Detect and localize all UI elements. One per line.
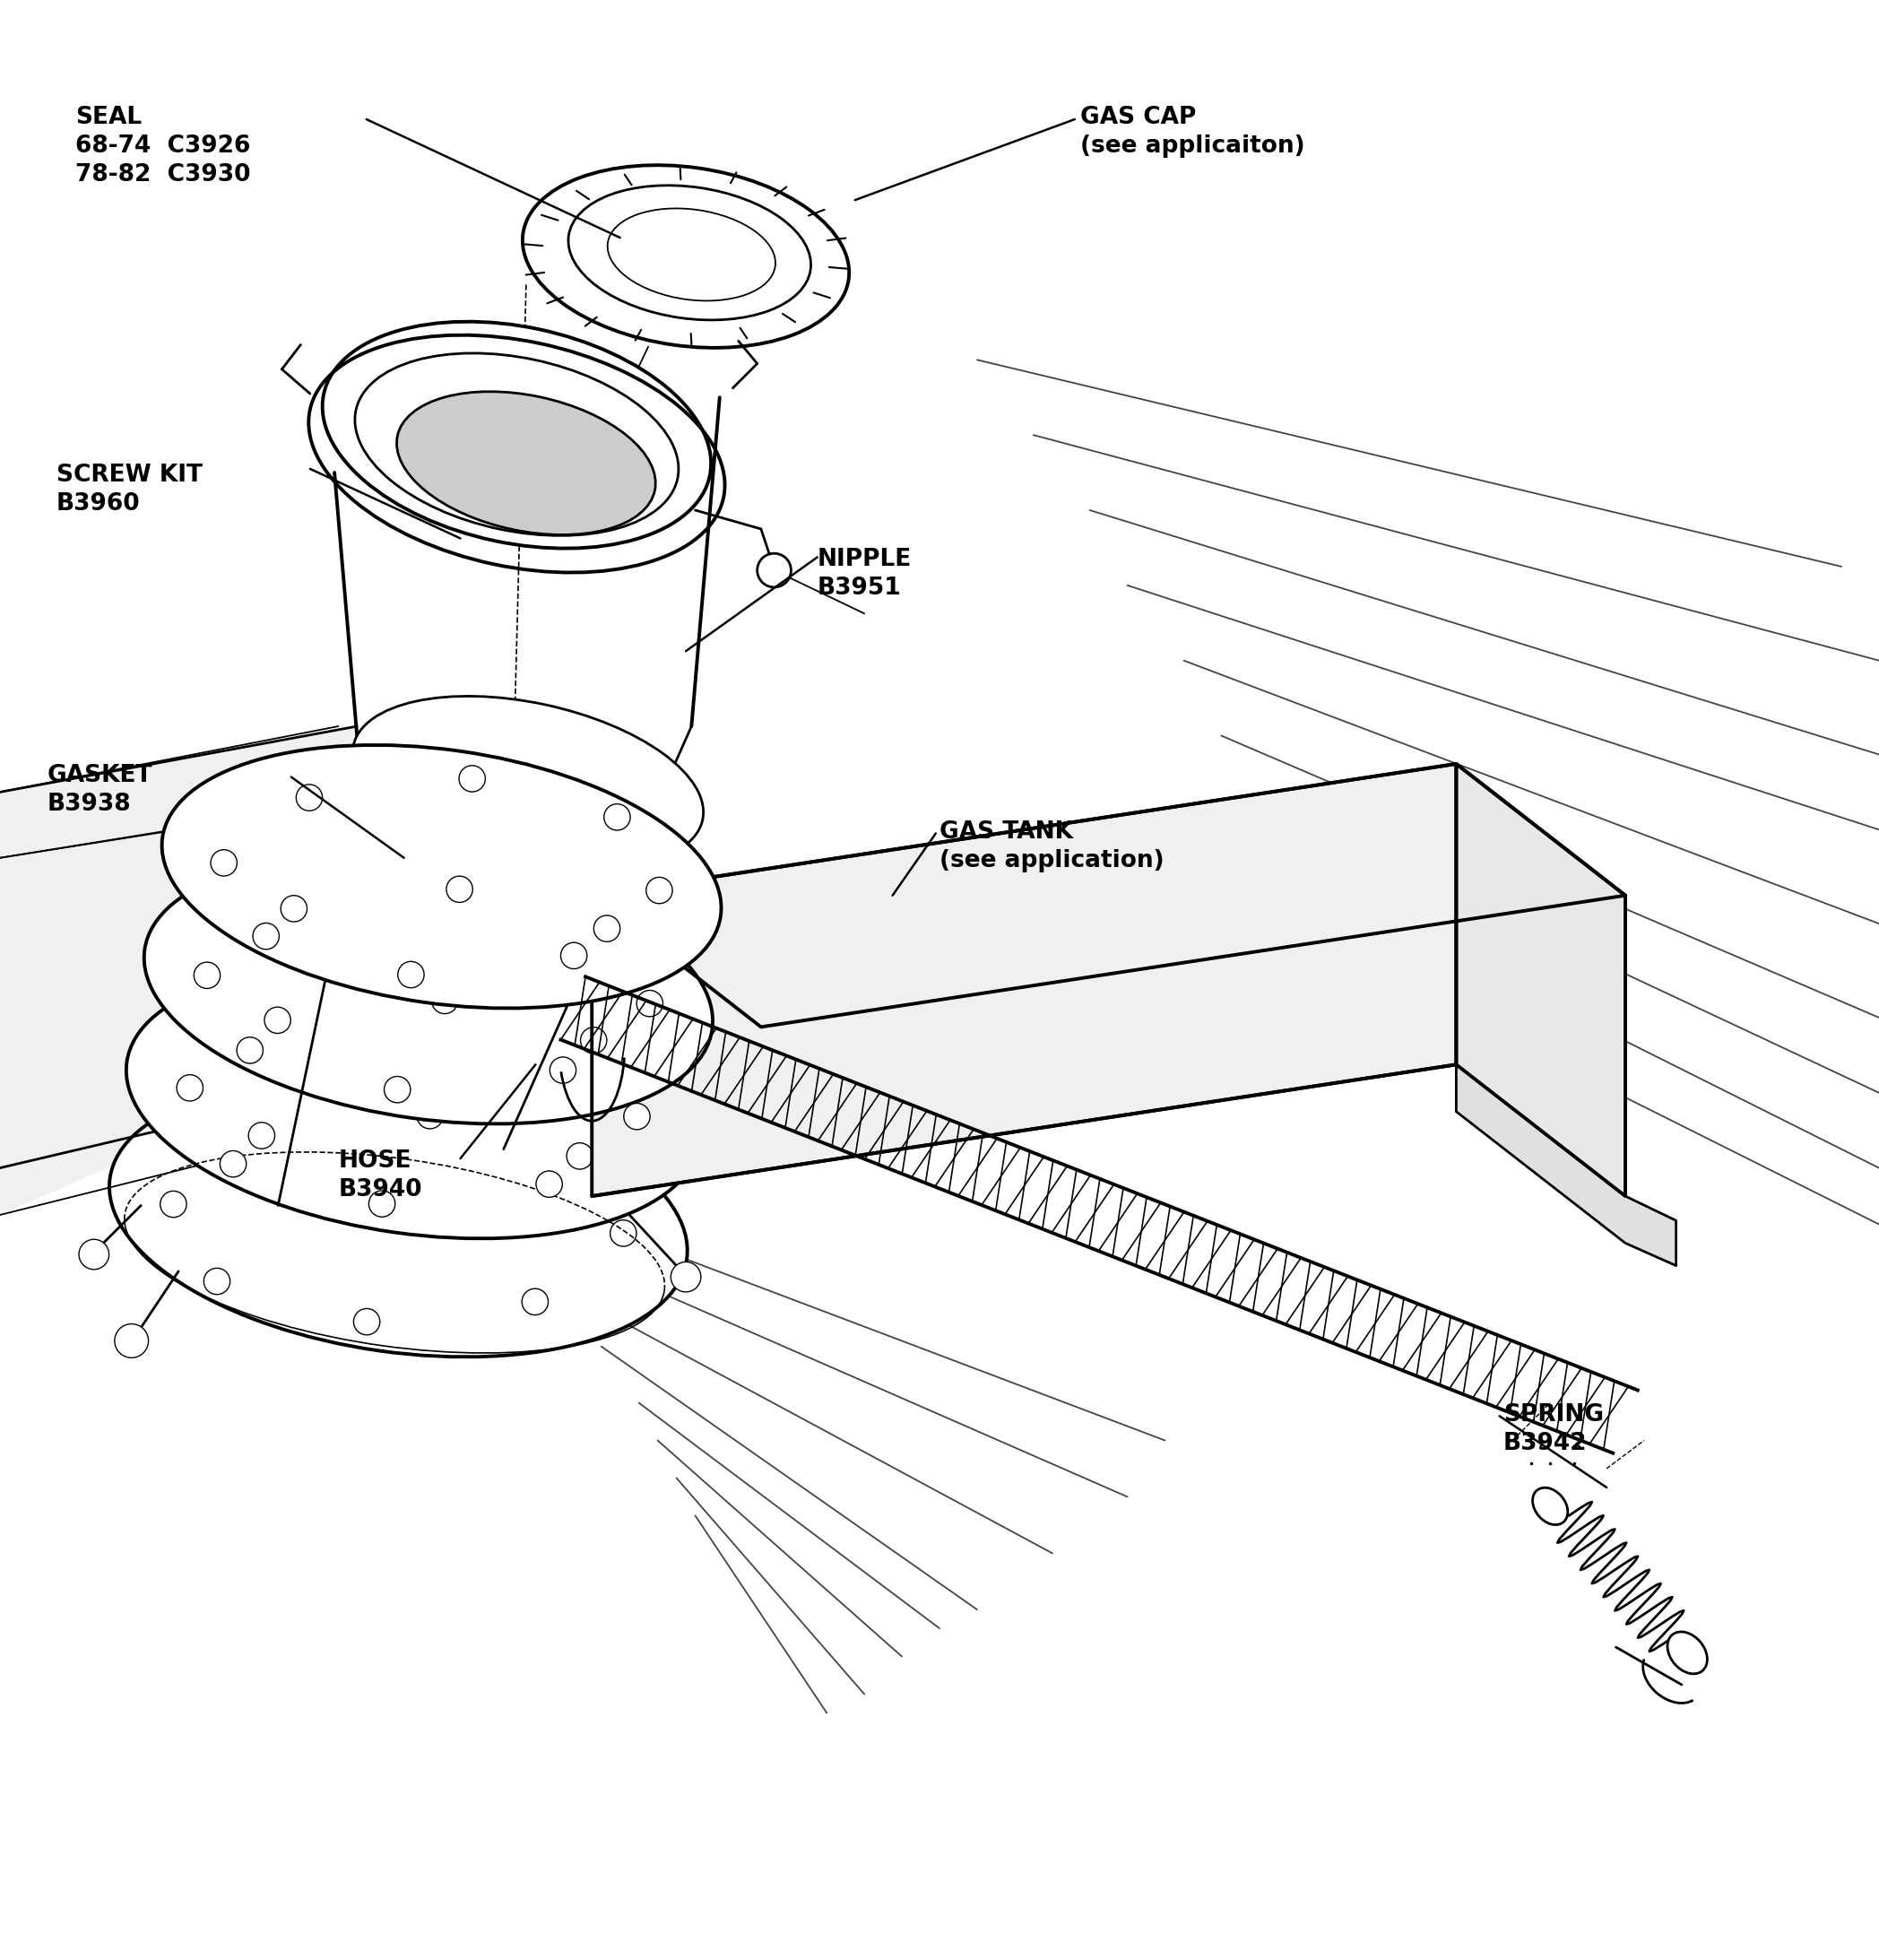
Circle shape xyxy=(203,1268,229,1294)
Circle shape xyxy=(551,1056,577,1084)
Ellipse shape xyxy=(162,745,722,1007)
Circle shape xyxy=(115,1323,148,1358)
Circle shape xyxy=(637,990,663,1017)
Circle shape xyxy=(671,1262,701,1292)
Circle shape xyxy=(432,988,458,1013)
Polygon shape xyxy=(1456,764,1625,1196)
Circle shape xyxy=(254,923,280,949)
Circle shape xyxy=(646,878,673,904)
Circle shape xyxy=(79,1239,109,1270)
Ellipse shape xyxy=(126,966,701,1239)
Polygon shape xyxy=(0,727,451,1215)
Ellipse shape xyxy=(355,353,678,535)
Polygon shape xyxy=(592,764,1625,1027)
Circle shape xyxy=(536,1170,562,1198)
Ellipse shape xyxy=(1667,1633,1708,1674)
Circle shape xyxy=(581,1027,607,1054)
Circle shape xyxy=(280,896,306,921)
Polygon shape xyxy=(1456,1064,1676,1266)
Circle shape xyxy=(210,851,237,876)
Circle shape xyxy=(248,1123,274,1149)
Circle shape xyxy=(353,1309,380,1335)
Circle shape xyxy=(220,1151,246,1178)
Text: SCREW KIT
B3960: SCREW KIT B3960 xyxy=(56,463,203,515)
Circle shape xyxy=(757,553,791,588)
Circle shape xyxy=(297,784,323,811)
Circle shape xyxy=(160,1192,186,1217)
Circle shape xyxy=(624,1103,650,1129)
Circle shape xyxy=(603,804,629,831)
Circle shape xyxy=(383,1076,410,1103)
Ellipse shape xyxy=(145,855,712,1123)
Circle shape xyxy=(368,1190,395,1217)
Ellipse shape xyxy=(522,165,849,347)
Circle shape xyxy=(567,1143,594,1170)
Ellipse shape xyxy=(323,321,710,549)
Text: HOSE
B3940: HOSE B3940 xyxy=(338,1149,423,1201)
Text: GAS CAP
(see applicaiton): GAS CAP (see applicaiton) xyxy=(1080,106,1306,159)
Circle shape xyxy=(522,1288,549,1315)
Circle shape xyxy=(417,1102,443,1129)
Ellipse shape xyxy=(1533,1488,1567,1525)
Circle shape xyxy=(194,962,220,988)
Text: SPRING
B3942: SPRING B3942 xyxy=(1503,1403,1603,1454)
Text: GASKET
B3938: GASKET B3938 xyxy=(47,764,152,815)
Circle shape xyxy=(177,1074,203,1102)
Ellipse shape xyxy=(396,392,656,535)
Circle shape xyxy=(560,943,586,968)
Circle shape xyxy=(458,766,485,792)
Text: GAS TANK
(see application): GAS TANK (see application) xyxy=(940,819,1165,872)
Circle shape xyxy=(611,1219,637,1247)
Polygon shape xyxy=(592,764,1456,1196)
Circle shape xyxy=(447,876,474,902)
Ellipse shape xyxy=(567,186,812,319)
Circle shape xyxy=(594,915,620,941)
Text: NIPPLE
B3951: NIPPLE B3951 xyxy=(817,547,911,600)
Ellipse shape xyxy=(353,696,703,868)
Circle shape xyxy=(237,1037,263,1064)
Circle shape xyxy=(398,962,425,988)
Text: SEAL
68-74  C3926
78-82  C3930: SEAL 68-74 C3926 78-82 C3930 xyxy=(75,106,250,186)
Circle shape xyxy=(265,1007,291,1033)
Ellipse shape xyxy=(109,1080,688,1356)
Ellipse shape xyxy=(607,208,776,300)
